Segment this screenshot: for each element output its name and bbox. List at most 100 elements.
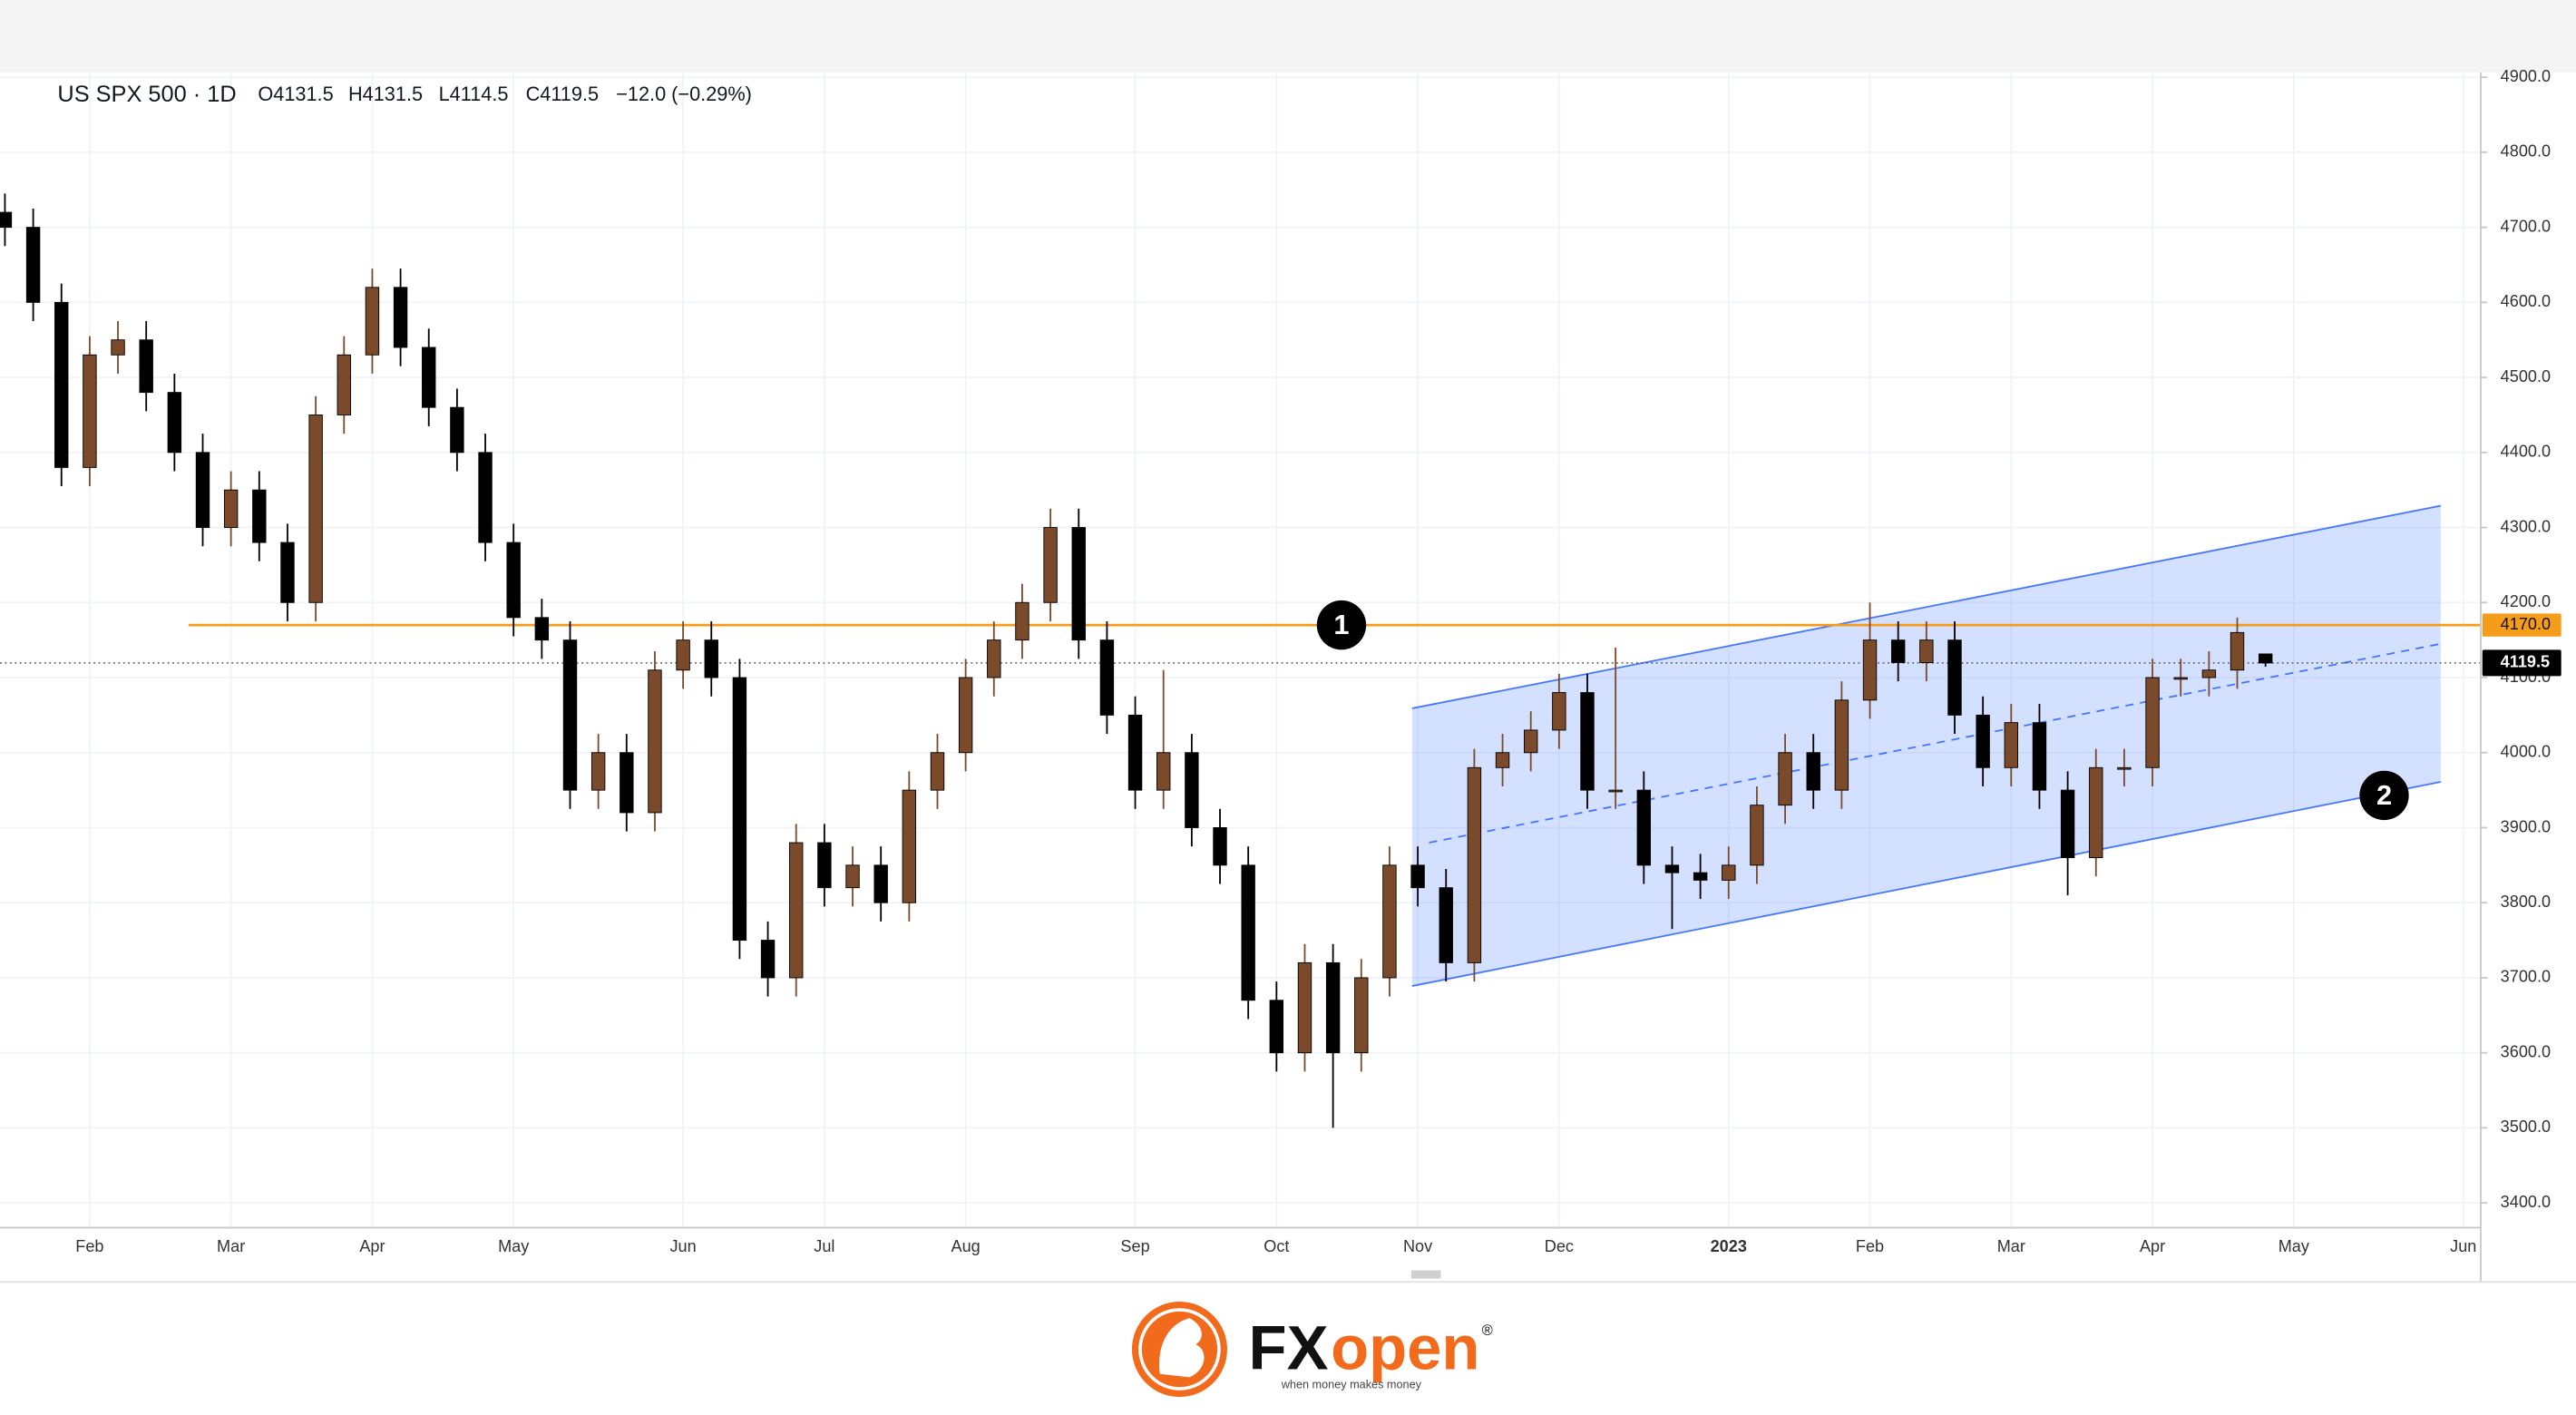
y-tick-label: 3600.0 — [2501, 1042, 2551, 1060]
ohlc-legend: O4131.5 H4131.5 L4114.5 C4119.5 −12.0 (−… — [258, 83, 752, 105]
candle-body — [2117, 766, 2132, 770]
candle-body — [1354, 977, 1369, 1054]
candle-body — [450, 406, 464, 454]
x-tick-label: Nov — [1403, 1237, 1432, 1255]
legend-change: −12.0 (−0.29%) — [616, 83, 752, 105]
candle-body — [1127, 714, 1143, 791]
candle-body — [987, 639, 1001, 678]
candle-body — [1636, 789, 1652, 866]
candle-body — [478, 452, 493, 543]
candle-body — [223, 489, 239, 529]
y-tick-label: 4600.0 — [2501, 292, 2551, 310]
candle-body — [620, 752, 634, 814]
top-bar — [0, 0, 2576, 73]
candle-body — [704, 639, 718, 678]
candle-body — [280, 542, 295, 603]
annotation-marker — [2359, 770, 2409, 821]
candle-body — [590, 752, 606, 791]
candle-body — [1664, 864, 1680, 873]
candle-body — [1524, 729, 1538, 754]
brand-logo: FX open ® when money makes money — [1131, 1301, 1493, 1398]
y-tick-label: 3800.0 — [2501, 893, 2551, 911]
brand-fx: FX — [1249, 1313, 1329, 1382]
candle-body — [789, 842, 804, 979]
legend-high: H4131.5 — [348, 83, 423, 105]
resize-handle[interactable] — [1410, 1270, 1441, 1279]
brand-registered: ® — [1482, 1322, 1493, 1339]
level-label: 4170.0 — [2501, 615, 2551, 633]
candle-body — [902, 789, 917, 903]
x-tick-label: Feb — [1856, 1237, 1884, 1255]
candle-body — [1071, 527, 1086, 641]
candle-body — [111, 339, 125, 356]
brand-tagline: when money makes money — [1281, 1379, 1422, 1391]
candle-body — [506, 542, 521, 619]
candle-body — [1185, 752, 1199, 828]
y-tick-label: 4000.0 — [2501, 743, 2551, 761]
symbol-title: US SPX 500 · 1D — [57, 82, 236, 107]
candle-body — [1580, 692, 1595, 791]
candle-body — [1890, 639, 1906, 663]
candle-body — [1834, 699, 1849, 791]
logo-ring — [1138, 1308, 1221, 1391]
candle-body — [1806, 752, 1820, 791]
candle-body — [2258, 653, 2273, 664]
candle-body — [1976, 714, 1990, 768]
candle-body — [54, 301, 69, 468]
y-tick-label: 4300.0 — [2501, 517, 2551, 535]
candle-body — [1325, 961, 1341, 1054]
candle-body — [2230, 631, 2245, 671]
candle-body — [2032, 722, 2047, 791]
legend-open: O4131.5 — [258, 83, 333, 105]
candle-body — [1156, 752, 1171, 791]
grid — [0, 72, 2481, 1228]
candle-body — [845, 864, 860, 889]
candle-body — [1467, 766, 1482, 963]
candle-body — [1043, 527, 1058, 603]
x-tick-label: Oct — [1264, 1237, 1289, 1255]
candle-body — [1269, 1000, 1284, 1054]
candle-body — [0, 211, 13, 229]
candle-body — [930, 752, 945, 791]
x-tick-label: Aug — [951, 1237, 981, 1255]
candle-body — [958, 677, 973, 754]
candle-body — [308, 415, 323, 603]
candle-body — [1608, 789, 1623, 793]
x-tick-label: 2023 — [1711, 1237, 1747, 1255]
annotation-label: 2 — [2376, 779, 2392, 811]
annotation-marker — [1316, 600, 1367, 650]
candle-body — [1297, 961, 1312, 1054]
x-tick-label: Mar — [217, 1237, 245, 1255]
candle-body — [534, 617, 550, 641]
channel-lower — [1411, 781, 2442, 987]
candle-body — [676, 639, 690, 671]
candle-body — [2145, 677, 2160, 768]
candle-body — [648, 669, 662, 814]
y-tick-label: 4700.0 — [2501, 217, 2551, 235]
x-tick-label: Sep — [1120, 1237, 1149, 1255]
candle-body — [139, 339, 153, 394]
candle-body — [393, 287, 408, 348]
candle-body — [365, 287, 380, 356]
candle-body — [2004, 722, 2018, 768]
candle-body — [1439, 887, 1453, 963]
candle-body — [817, 842, 832, 889]
candle-body — [337, 354, 351, 415]
candle-body — [1722, 864, 1736, 881]
level-label-box — [2482, 613, 2561, 637]
candles: 12 — [0, 193, 2409, 1128]
candle-body — [1693, 872, 1708, 881]
logo-mark — [1159, 1318, 1205, 1378]
candle-body — [1410, 864, 1425, 889]
y-tick-label: 3400.0 — [2501, 1193, 2551, 1211]
legend-close: C4119.5 — [526, 83, 600, 105]
candle-body — [422, 346, 436, 408]
x-tick-label: Jun — [2450, 1237, 2476, 1255]
y-tick-label: 4900.0 — [2501, 67, 2551, 85]
y-tick-label: 3500.0 — [2501, 1117, 2551, 1136]
candle-body — [1213, 827, 1227, 866]
candle-body — [1015, 601, 1029, 641]
candle-body — [25, 227, 41, 303]
x-tick-label: Jul — [814, 1237, 834, 1255]
candle-body — [732, 677, 747, 942]
